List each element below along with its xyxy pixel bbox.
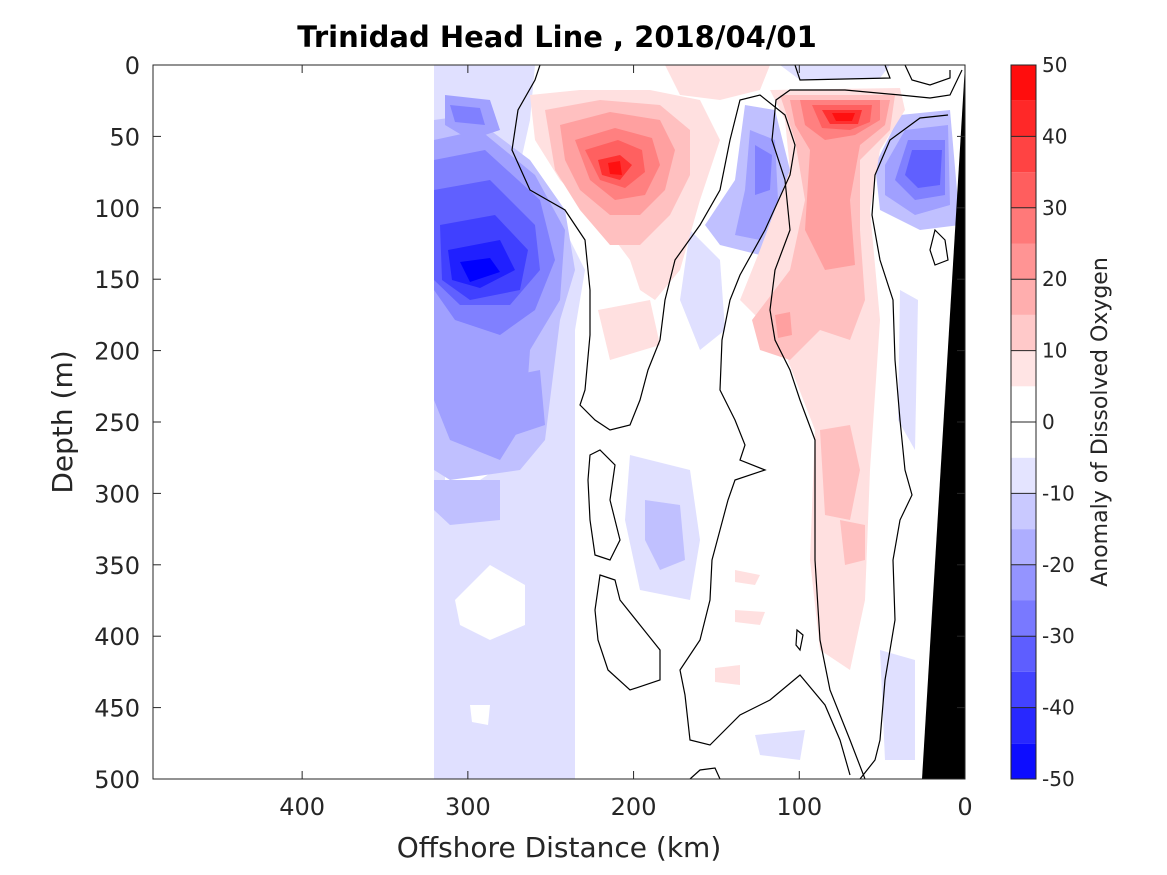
negative-anomaly-lobe xyxy=(680,230,725,350)
negative-anomaly-lobe xyxy=(780,65,890,80)
y-tick-label: 0 xyxy=(125,52,140,80)
zero-contour xyxy=(769,69,963,779)
zero-region xyxy=(470,705,490,725)
zero-contour xyxy=(904,65,951,86)
zero-contour xyxy=(795,628,804,652)
positive-anomaly-region xyxy=(665,65,770,100)
negative-anomaly-region xyxy=(450,105,485,125)
colorbar-tick-label: -10 xyxy=(1042,481,1075,505)
colorbar-bin xyxy=(1011,600,1036,637)
negative-anomaly-region xyxy=(755,145,772,195)
y-tick-label: 300 xyxy=(94,480,140,508)
zero-contour xyxy=(794,65,891,81)
positive-anomaly-region xyxy=(840,520,865,565)
colorbar-bin xyxy=(1011,172,1036,208)
zero-contour xyxy=(859,114,949,779)
colorbar-bin xyxy=(1011,422,1036,458)
x-tick-label: 0 xyxy=(957,793,972,821)
colorbar-tick-label: 10 xyxy=(1042,339,1067,363)
y-tick-label: 500 xyxy=(94,766,140,794)
positive-anomaly-region xyxy=(820,425,860,520)
y-tick-label: 450 xyxy=(94,695,140,723)
positive-anomaly-region xyxy=(735,610,765,625)
colorbar-bin xyxy=(1011,386,1036,422)
x-tick-label: 200 xyxy=(611,793,657,821)
colorbar-bin xyxy=(1011,743,1036,779)
y-tick-label: 50 xyxy=(109,123,140,151)
zero-contour xyxy=(511,65,851,776)
colorbar-tick-label: 30 xyxy=(1042,196,1067,220)
colorbar: 50 40 30 20 10 0 -10 -20 -30 -40 -50 xyxy=(1010,53,1075,791)
x-tick-label: 300 xyxy=(445,793,491,821)
negative-anomaly-lobe xyxy=(880,650,915,760)
y-tick-label: 150 xyxy=(94,266,140,294)
colorbar-bin xyxy=(1011,457,1036,494)
x-axis: 400 300 200 100 0 xyxy=(279,65,973,821)
colorbar-bin xyxy=(1011,100,1036,137)
colorbar-bin xyxy=(1011,493,1036,530)
colorbar-bin xyxy=(1011,207,1036,244)
positive-anomaly-region xyxy=(735,570,760,585)
negative-anomaly-region xyxy=(905,150,942,188)
positive-anomaly-core xyxy=(608,161,622,175)
colorbar-bin xyxy=(1011,671,1036,708)
colorbar-bin xyxy=(1011,529,1036,565)
zero-region xyxy=(455,565,525,640)
y-tick-label: 350 xyxy=(94,552,140,580)
x-axis-label: Offshore Distance (km) xyxy=(397,831,722,864)
colorbar-label: Anomaly of Dissolved Oxygen xyxy=(1088,257,1113,587)
negative-anomaly-lobe xyxy=(755,730,805,760)
zero-contour xyxy=(594,574,661,691)
colorbar-bin xyxy=(1011,636,1036,672)
colorbar-bin xyxy=(1011,279,1036,315)
zero-contours xyxy=(511,65,963,779)
negative-anomaly-region xyxy=(645,500,685,570)
y-axis-label: Depth (m) xyxy=(46,350,79,493)
colorbar-bin xyxy=(1011,243,1036,280)
negative-anomaly-region xyxy=(434,480,500,525)
colorbar-bin xyxy=(1011,314,1036,351)
x-tick-label: 100 xyxy=(776,793,822,821)
zero-contour xyxy=(689,767,721,779)
y-tick-label: 100 xyxy=(94,195,140,223)
colorbar-tick-label: -40 xyxy=(1042,696,1075,720)
colorbar-tick-label: 20 xyxy=(1042,267,1067,291)
colorbar-tick-label: -30 xyxy=(1042,624,1075,648)
positive-anomaly-region xyxy=(775,312,792,338)
y-axis: 0 50 100 150 200 250 300 350 400 450 500 xyxy=(94,52,965,794)
colorbar-bin xyxy=(1011,136,1036,173)
negative-anomaly-region xyxy=(490,370,545,440)
positive-anomaly-region xyxy=(598,300,660,360)
bathymetry xyxy=(922,65,965,779)
colorbar-bin xyxy=(1011,564,1036,601)
positive-anomaly-region xyxy=(740,88,905,670)
negative-anomaly-core xyxy=(460,258,500,282)
positive-anomaly-region xyxy=(715,665,740,685)
colorbar-bin xyxy=(1011,65,1036,101)
negative-anomaly-lobe xyxy=(898,290,918,450)
zero-contour xyxy=(587,449,621,561)
colorbar-bin xyxy=(1011,707,1036,744)
colorbar-tick-label: 50 xyxy=(1042,53,1067,77)
chart-title: Trinidad Head Line , 2018/04/01 xyxy=(297,20,817,54)
positive-anomaly-region xyxy=(790,100,890,270)
colorbar-tick-label: -50 xyxy=(1042,767,1075,791)
colorbar-tick-label: 0 xyxy=(1042,410,1055,434)
anomaly-field xyxy=(434,65,960,779)
colorbar-tick-label: 40 xyxy=(1042,124,1067,148)
y-tick-label: 400 xyxy=(94,623,140,651)
colorbar-tick-label: -20 xyxy=(1042,553,1075,577)
y-tick-label: 200 xyxy=(94,338,140,366)
x-tick-label: 400 xyxy=(279,793,325,821)
positive-anomaly-core xyxy=(832,113,855,121)
y-tick-label: 250 xyxy=(94,409,140,437)
zero-contour xyxy=(929,228,949,266)
colorbar-bin xyxy=(1011,350,1036,387)
